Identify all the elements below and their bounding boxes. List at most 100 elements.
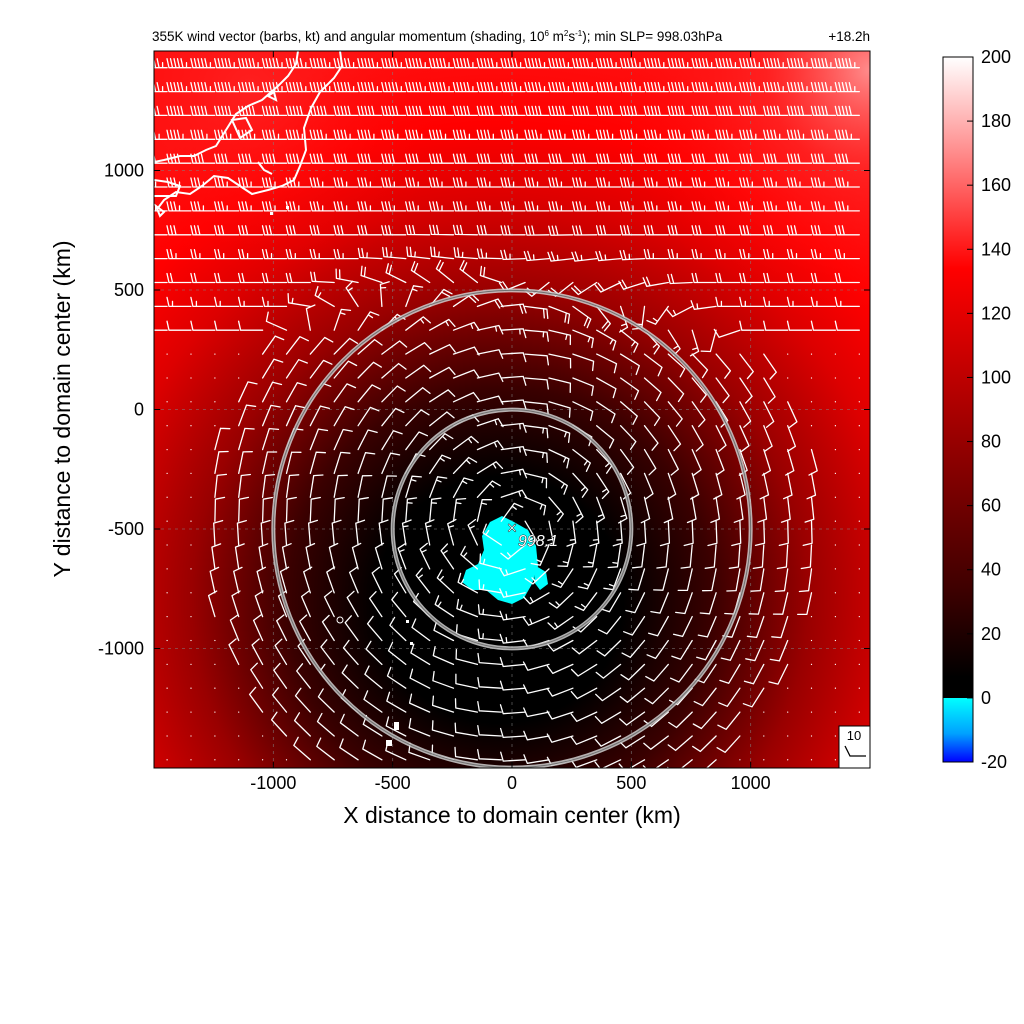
- wind-barb: [214, 81, 240, 93]
- wind-barb: [523, 707, 550, 718]
- wind-barb: [726, 568, 741, 592]
- wind-barb: [452, 477, 474, 498]
- wind-barb: [500, 422, 527, 433]
- wind-barb: [643, 225, 669, 236]
- wind-barb: [452, 497, 467, 522]
- wind-barb: [499, 727, 526, 739]
- wind-barb: [452, 129, 479, 140]
- wind-barb: [357, 384, 381, 403]
- wind-barb: [595, 201, 622, 212]
- wind-barb: [276, 614, 288, 642]
- wind-barb: [258, 543, 269, 570]
- wind-barb: [381, 105, 407, 117]
- wind-barb: [620, 663, 646, 681]
- y-tick-label: 500: [114, 280, 144, 300]
- wind-barb: [763, 225, 789, 236]
- wind-barb: [357, 247, 383, 260]
- wind-barb: [381, 58, 407, 69]
- wind-barb: [834, 81, 860, 93]
- wind-barb: [810, 81, 837, 93]
- wind-barb: [697, 615, 717, 638]
- wind-barb: [572, 401, 594, 421]
- wind-barb: [238, 404, 257, 427]
- wind-barb: [834, 58, 860, 69]
- wind-barb: [261, 248, 288, 260]
- wind-barb: [786, 177, 813, 188]
- wind-barb: [619, 177, 646, 188]
- wind-barb: [631, 544, 646, 569]
- wind-barb: [650, 592, 669, 614]
- wind-barb: [572, 472, 589, 498]
- wind-barb: [391, 591, 407, 618]
- wind-barb: [691, 425, 704, 452]
- wind-barb: [303, 566, 313, 594]
- wind-barb: [786, 105, 813, 117]
- wind-barb: [476, 224, 502, 236]
- wind-barb: [190, 272, 216, 284]
- wind-barb: [715, 272, 741, 284]
- wind-barb: [362, 739, 383, 761]
- wind-barb: [429, 476, 448, 498]
- wind-barb: [548, 305, 571, 324]
- wind-barb: [834, 177, 860, 188]
- wind-barb: [739, 129, 765, 140]
- wind-barb: [715, 353, 732, 379]
- wind-barb: [250, 662, 264, 689]
- wind-barb: [667, 58, 693, 69]
- wind-barb: [619, 711, 646, 726]
- wind-barb: [754, 520, 766, 547]
- wind-barb: [645, 663, 669, 682]
- wind-barb: [810, 296, 837, 308]
- wind-barb: [522, 684, 550, 694]
- wind-barb: [333, 105, 359, 117]
- wind-barb: [454, 698, 479, 713]
- wind-barb: [346, 590, 359, 618]
- wind-barb: [237, 248, 264, 260]
- colorbar-tick-label: 60: [981, 496, 1001, 516]
- wind-barb: [254, 590, 264, 618]
- wind-barb: [453, 247, 479, 260]
- wind-barb: [477, 725, 502, 737]
- wind-barb: [429, 433, 454, 451]
- wind-barb: [643, 129, 669, 140]
- wind-barb: [478, 579, 502, 594]
- wind-barb: [190, 320, 216, 331]
- wind-barb: [285, 496, 297, 522]
- wind-barb: [594, 281, 622, 293]
- wind-barb: [260, 519, 271, 546]
- wind-barb: [643, 248, 669, 260]
- wind-barb: [667, 377, 685, 403]
- wind-barb: [693, 687, 717, 707]
- wind-barb: [271, 687, 288, 713]
- wind-barb: [574, 592, 598, 612]
- wind-barb: [237, 129, 264, 140]
- wind-barb: [386, 691, 407, 713]
- wind-barb: [582, 544, 598, 568]
- wind-barb: [333, 58, 359, 69]
- wind-barb: [452, 153, 479, 164]
- wind-barb: [577, 568, 598, 590]
- wind-barb: [572, 129, 598, 140]
- wind-barb: [739, 177, 765, 188]
- wind-barb: [628, 568, 646, 591]
- wind-barb: [309, 496, 321, 522]
- wind-barb: [739, 353, 754, 380]
- wind-barb: [261, 296, 288, 308]
- wind-barb: [381, 177, 407, 188]
- wind-barb: [477, 652, 502, 666]
- wind-barb: [771, 615, 789, 639]
- wind-barb: [234, 543, 245, 570]
- wind-barb: [476, 129, 502, 140]
- colorbar-tick-label: 20: [981, 624, 1001, 644]
- wind-barb: [408, 718, 431, 737]
- wind-barb: [154, 58, 168, 69]
- wind-barb: [557, 544, 574, 567]
- wind-barb: [333, 177, 359, 188]
- wind-barb: [524, 305, 549, 320]
- wind-barb: [316, 712, 335, 737]
- wind-barb: [834, 153, 860, 164]
- wind-barb: [294, 687, 311, 713]
- wind-barb: [405, 431, 429, 451]
- wind-barb: [154, 153, 168, 164]
- wind-barb: [546, 733, 574, 743]
